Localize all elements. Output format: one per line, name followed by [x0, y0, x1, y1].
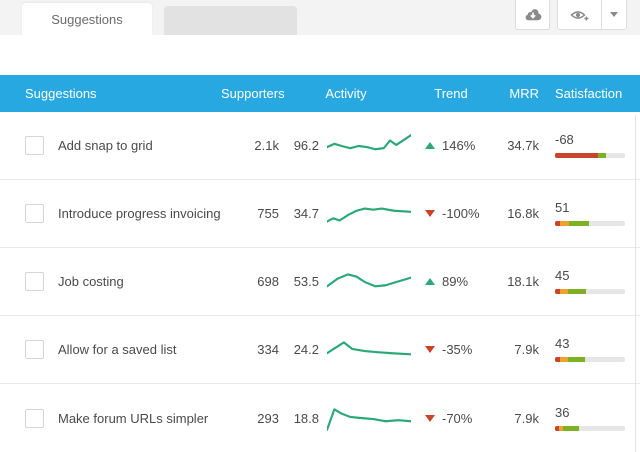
trend-down-icon — [425, 414, 435, 422]
mrr-value: 18.1k — [507, 274, 539, 289]
preview-options-button[interactable] — [601, 0, 626, 29]
satisfaction-bar — [555, 289, 625, 294]
mrr-value: 34.7k — [507, 138, 539, 153]
supporters-value: 334 — [257, 342, 279, 357]
tab-secondary[interactable] — [164, 6, 297, 35]
cloud-download-icon — [524, 8, 542, 22]
satisfaction-value: -68 — [555, 132, 574, 147]
table-body: Add snap to grid 2.1k 96.2 146% 34.7k -6… — [0, 112, 640, 452]
scroll-edge-divider — [635, 115, 636, 452]
table-row[interactable]: Make forum URLs simpler 293 18.8 -70% 7.… — [0, 384, 640, 452]
preview-split-button — [557, 0, 627, 30]
tab-suggestions-label: Suggestions — [51, 11, 123, 27]
satisfaction-bar — [555, 221, 625, 226]
column-header-supporters[interactable]: Supporters — [221, 86, 285, 101]
trend-down-icon — [425, 210, 435, 217]
column-header-activity[interactable]: Activity — [325, 86, 367, 101]
table-row[interactable]: Job costing 698 53.5 89% 18.1k 45 — [0, 248, 640, 316]
satisfaction-value: 36 — [555, 404, 570, 420]
activity-sparkline — [327, 340, 411, 355]
satisfaction-bar — [555, 425, 625, 431]
activity-value: 18.8 — [293, 410, 319, 426]
trend-down-icon — [425, 346, 435, 353]
satisfaction-bar — [555, 357, 625, 362]
trend-value: 146% — [442, 138, 476, 153]
eye-plus-icon — [569, 8, 590, 22]
satisfaction-value: 45 — [555, 268, 570, 283]
activity-sparkline — [327, 408, 411, 431]
tab-bar: Suggestions — [0, 0, 640, 35]
suggestion-name: Introduce progress invoicing — [58, 206, 221, 221]
mrr-value: 7.9k — [514, 410, 539, 426]
suggestion-name: Add snap to grid — [58, 138, 153, 153]
row-checkbox[interactable] — [25, 272, 44, 291]
activity-value: 34.7 — [293, 206, 319, 221]
table-row[interactable]: Allow for a saved list 334 24.2 -35% 7.9… — [0, 316, 640, 384]
trend-value: -35% — [442, 342, 473, 357]
row-checkbox[interactable] — [25, 136, 44, 155]
supporters-value: 293 — [257, 410, 279, 426]
satisfaction-bar — [555, 153, 625, 158]
table-header: Suggestions Supporters Activity Trend MR… — [0, 75, 640, 112]
column-header-mrr[interactable]: MRR — [509, 86, 539, 101]
row-checkbox[interactable] — [25, 340, 44, 359]
download-button[interactable] — [515, 0, 550, 30]
activity-sparkline — [327, 272, 411, 287]
column-header-trend[interactable]: Trend — [434, 86, 468, 101]
trend-value: 89% — [442, 274, 469, 289]
row-checkbox[interactable] — [25, 408, 44, 428]
activity-sparkline — [327, 207, 411, 223]
trend-value: -70% — [442, 410, 473, 426]
supporters-value: 698 — [257, 274, 279, 289]
supporters-value: 2.1k — [254, 138, 279, 153]
column-header-satisfaction[interactable]: Satisfaction — [555, 86, 623, 101]
activity-sparkline — [327, 133, 411, 150]
column-header-suggestions[interactable]: Suggestions — [25, 86, 97, 101]
table-row[interactable]: Introduce progress invoicing 755 34.7 -1… — [0, 180, 640, 248]
toolbar — [515, 0, 627, 30]
row-checkbox[interactable] — [25, 204, 44, 223]
preview-button[interactable] — [558, 0, 601, 29]
caret-down-icon — [610, 12, 618, 17]
satisfaction-value: 43 — [555, 336, 570, 351]
activity-value: 24.2 — [293, 342, 319, 357]
satisfaction-value: 51 — [555, 200, 570, 215]
suggestion-name: Job costing — [58, 274, 124, 289]
tab-suggestions[interactable]: Suggestions — [22, 3, 152, 35]
trend-up-icon — [425, 142, 435, 149]
mrr-value: 7.9k — [514, 342, 539, 357]
trend-value: -100% — [442, 206, 480, 221]
activity-value: 96.2 — [293, 138, 319, 153]
supporters-value: 755 — [257, 206, 279, 221]
suggestion-name: Make forum URLs simpler — [58, 410, 209, 426]
mrr-value: 16.8k — [507, 206, 539, 221]
activity-value: 53.5 — [293, 274, 319, 289]
table-row[interactable]: Add snap to grid 2.1k 96.2 146% 34.7k -6… — [0, 112, 640, 180]
trend-up-icon — [425, 278, 435, 285]
suggestion-name: Allow for a saved list — [58, 342, 177, 357]
